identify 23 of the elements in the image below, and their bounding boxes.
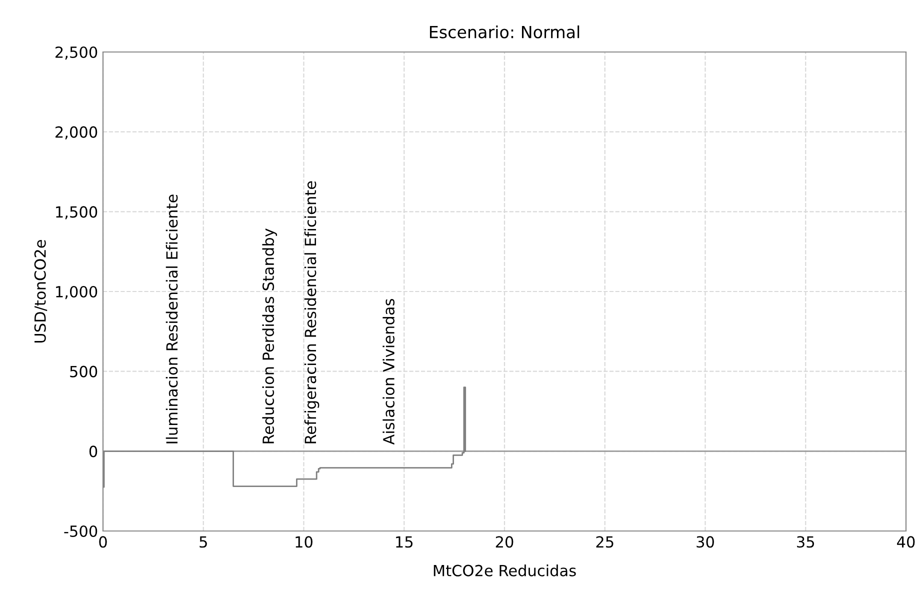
annotation: Aislacion Viviendas: [382, 298, 395, 445]
annotation: Refrigeracion Residencial Eficiente: [304, 181, 320, 444]
x-tick-label: 10: [296, 536, 312, 548]
y-tick-label: 1,500: [56, 206, 98, 220]
y-tick-label: -500: [64, 525, 98, 538]
y-tick-label: 2,500: [56, 46, 98, 60]
x-tick-label: 15: [396, 536, 413, 548]
y-tick-label: 0: [89, 446, 98, 458]
y-axis-title: USD/tonCO2e: [34, 240, 48, 342]
x-tick-label: 30: [696, 536, 714, 548]
y-tick-label: 2,000: [56, 126, 98, 140]
x-tick-label: 25: [596, 536, 614, 548]
x-tick-label: 35: [797, 536, 814, 548]
x-tick-label: 20: [496, 536, 514, 548]
x-tick-label: 5: [200, 536, 207, 548]
y-tick-label: 1,000: [56, 286, 98, 300]
y-tick-label: 500: [70, 366, 98, 378]
annotation: Iluminacion Residencial Eficiente: [166, 194, 178, 444]
x-axis-title: MtCO2e Reducidas: [434, 564, 576, 576]
x-tick-label: 0: [99, 536, 107, 548]
annotation: Reduccion Perdidas Standby: [262, 228, 278, 444]
x-tick-label: 40: [897, 536, 915, 548]
chart-title: Escenario: Normal: [430, 25, 580, 38]
